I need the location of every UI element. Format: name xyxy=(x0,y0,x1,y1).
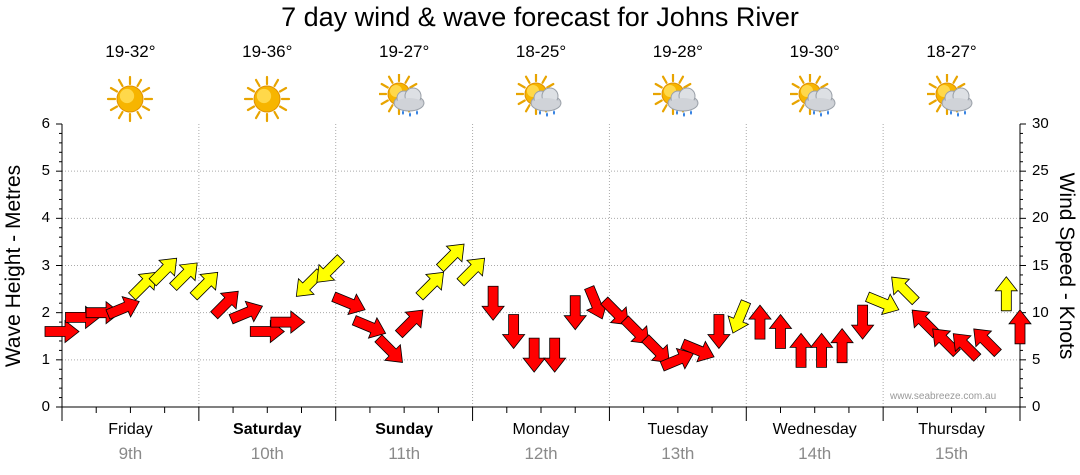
wind-arrow xyxy=(707,314,731,350)
wind-arrow xyxy=(620,315,650,345)
temperature-label: 19-28° xyxy=(652,42,703,61)
wind-arrow xyxy=(994,276,1019,312)
wind-arrow xyxy=(932,328,961,358)
y-tick-label-left: 5 xyxy=(41,162,50,180)
wind-arrow xyxy=(105,296,140,320)
day-name-label: Saturday xyxy=(233,421,302,438)
sun-cloud-rain-icon xyxy=(926,74,973,117)
day-name-label: Tuesday xyxy=(647,421,709,438)
y-tick-label-right: 20 xyxy=(1032,209,1049,227)
y-tick-label-left: 1 xyxy=(41,350,50,368)
day-date-label: 13th xyxy=(661,444,695,463)
sun-icon xyxy=(107,75,154,123)
wind-arrow xyxy=(522,337,546,373)
day-date-label: 14th xyxy=(798,444,832,463)
y-tick-label-right: 10 xyxy=(1032,303,1049,321)
sun-icon xyxy=(244,75,291,123)
temperature-label: 18-27° xyxy=(926,42,977,61)
y-tick-label-right: 0 xyxy=(1032,398,1041,415)
wind-arrow xyxy=(351,315,387,339)
wind-arrow xyxy=(435,243,465,273)
wind-arrow xyxy=(641,334,670,363)
y-tick-label-left: 0 xyxy=(41,398,50,415)
wind-arrow xyxy=(316,254,345,283)
wind-arrow xyxy=(148,257,178,287)
day-name-label: Monday xyxy=(512,421,570,438)
wind-arrow xyxy=(768,313,793,349)
sun-cloud-rain-icon xyxy=(789,74,836,117)
sun-cloud-rain-icon xyxy=(516,74,562,117)
wind-arrow xyxy=(563,295,588,331)
wind-arrow xyxy=(169,262,198,292)
y-axis-left-title: Wave Height - Metres xyxy=(2,164,25,368)
sun-cloud-rain-icon xyxy=(379,74,425,117)
temperature-label: 19-32° xyxy=(105,42,156,61)
y-tick-label-right: 15 xyxy=(1032,256,1049,274)
wind-arrow xyxy=(228,300,264,325)
credit-text: www.seabreeze.com.au xyxy=(890,391,997,402)
wind-arrow xyxy=(809,332,834,368)
y-tick-label-left: 2 xyxy=(41,303,50,321)
day-date-label: 15th xyxy=(935,444,969,463)
temperature-label: 19-36° xyxy=(242,42,293,61)
wind-arrow xyxy=(394,309,424,339)
temperature-label: 19-27° xyxy=(379,42,430,61)
wind-arrow xyxy=(210,290,239,320)
wind-arrow xyxy=(659,347,695,372)
wind-arrow xyxy=(865,291,900,316)
wind-arrow xyxy=(830,328,854,364)
sun-cloud-rain-icon xyxy=(652,74,699,117)
day-name-label: Thursday xyxy=(918,421,985,438)
day-name-label: Wednesday xyxy=(772,421,857,438)
wind-arrow xyxy=(973,328,1002,358)
wind-arrow xyxy=(44,319,80,344)
y-tick-label-left: 4 xyxy=(41,209,50,227)
y-tick-label-right: 30 xyxy=(1032,115,1049,132)
day-date-label: 11th xyxy=(388,444,421,463)
y-tick-label-left: 6 xyxy=(41,115,50,132)
day-name-label: Friday xyxy=(108,421,153,438)
wind-arrow xyxy=(270,310,306,334)
y-tick-label-right: 5 xyxy=(1032,350,1041,368)
day-date-label: 10th xyxy=(250,444,284,463)
wind-arrow xyxy=(331,291,366,316)
wind-arrow xyxy=(727,299,752,334)
wind-arrow xyxy=(189,271,219,301)
y-tick-label-left: 3 xyxy=(41,256,50,274)
temperature-label: 19-30° xyxy=(789,42,840,61)
wind-arrow xyxy=(374,334,403,363)
wind-arrow xyxy=(415,271,444,301)
wind-arrow xyxy=(789,332,813,368)
wind-arrow xyxy=(952,333,982,362)
wind-arrow xyxy=(891,276,920,306)
chart-title: 7 day wind & wave forecast for Johns Riv… xyxy=(281,2,799,32)
wind-arrow xyxy=(680,338,715,363)
wind-arrow xyxy=(748,304,772,340)
day-name-label: Sunday xyxy=(375,421,434,438)
wind-arrow xyxy=(481,285,505,321)
wind-arrow xyxy=(850,304,875,340)
day-date-label: 9th xyxy=(118,444,143,463)
wind-arrow xyxy=(1008,309,1032,345)
wind-arrow xyxy=(501,314,526,350)
y-axis-right-title: Wind Speed - Knots xyxy=(1055,172,1078,360)
wind-arrow xyxy=(542,337,567,373)
y-tick-label-right: 25 xyxy=(1032,162,1049,180)
day-date-label: 12th xyxy=(524,444,558,463)
wind-arrow xyxy=(456,257,486,287)
wind-arrow xyxy=(600,296,629,326)
temperature-label: 18-25° xyxy=(515,42,567,61)
